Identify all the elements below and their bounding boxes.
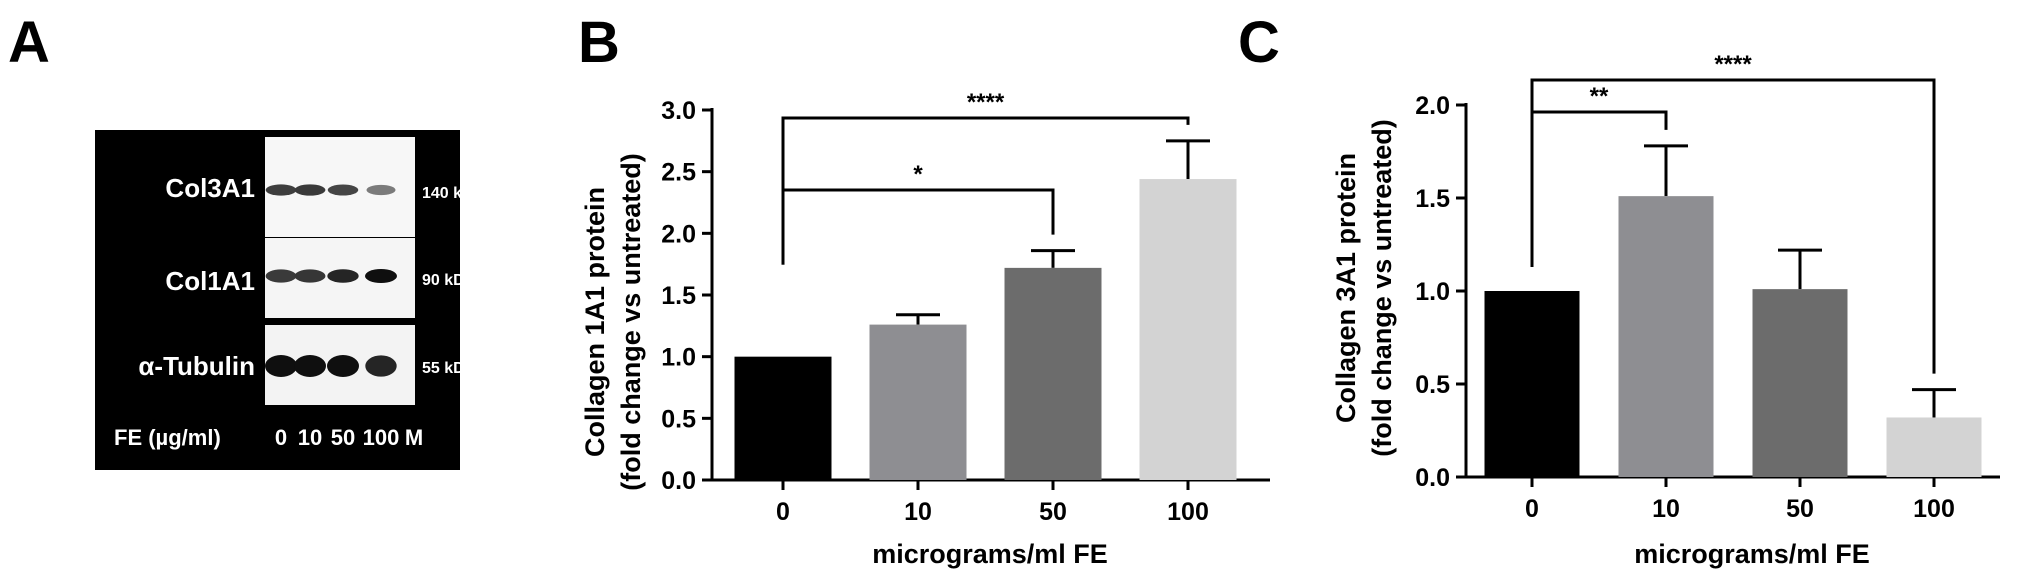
significance-bracket — [1530, 78, 1936, 374]
blot-band — [294, 184, 326, 196]
y-tick-label: 1.5 — [1415, 185, 1450, 213]
lane-label-10: 10 — [298, 425, 322, 450]
y-tick-label: 0.0 — [661, 467, 696, 495]
significance-label: **** — [967, 89, 1005, 116]
x-tick-label: 50 — [1039, 498, 1067, 526]
chart-b-ylabel-line2: (fold change vs untreated) — [616, 153, 646, 491]
blot-label-col1a1: Col1A1 — [165, 266, 255, 296]
x-tick-label: 10 — [904, 498, 932, 526]
bar-50 — [1004, 267, 1102, 480]
kda-label-tubulin: 55 kDa — [422, 360, 474, 377]
chart-c-xlabel: micrograms/ml FE — [1634, 539, 1870, 569]
chart-collagen-3a1: Collagen 3A1 protein (fold change vs unt… — [1331, 51, 2000, 569]
blot-band — [366, 184, 396, 196]
chart-b-xlabel: micrograms/ml FE — [872, 539, 1108, 569]
bar-0 — [734, 356, 832, 480]
chart-b-ylabel-line1: Collagen 1A1 protein — [580, 187, 610, 457]
significance-bracket — [781, 188, 1055, 265]
lane-label-0: 0 — [275, 425, 287, 450]
x-tick-label: 100 — [1167, 498, 1209, 526]
blot-band — [327, 184, 359, 196]
blot-label-tubulin: α-Tubulin — [138, 351, 255, 381]
fe-concentration-label: FE (µg/ml) — [114, 425, 221, 450]
x-tick-label: 0 — [1525, 495, 1539, 523]
blot-label-col3a1: Col3A1 — [165, 173, 255, 203]
chart-c-ylabel-line1: Collagen 3A1 protein — [1331, 153, 1361, 423]
blot-band — [265, 269, 297, 283]
blot-band — [365, 355, 397, 377]
x-tick-label: 0 — [776, 498, 790, 526]
lane-label-m: M — [405, 425, 423, 450]
blot-band — [294, 355, 326, 377]
bar-0 — [1484, 291, 1580, 477]
panel-letter-b: B — [578, 10, 620, 75]
y-tick-label: 2.0 — [661, 220, 696, 248]
y-tick-label: 1.0 — [661, 344, 696, 372]
y-tick-label: 3.0 — [661, 97, 696, 125]
panel-letter-a: A — [8, 10, 50, 75]
blot-band — [365, 269, 397, 283]
kda-label-col1a1: 90 kDa — [422, 272, 474, 289]
x-tick-label: 100 — [1913, 495, 1955, 523]
blot-band — [265, 184, 297, 196]
significance-label: ** — [1590, 83, 1609, 110]
bar-50 — [1752, 289, 1848, 477]
x-tick-label: 10 — [1652, 495, 1680, 523]
y-tick-label: 1.0 — [1415, 278, 1450, 306]
panel-letter-c: C — [1238, 10, 1280, 75]
significance-label: * — [913, 161, 923, 188]
bar-10 — [869, 324, 967, 480]
y-tick-label: 2.0 — [1415, 92, 1450, 120]
chart-collagen-1a1: Collagen 1A1 protein (fold change vs unt… — [580, 89, 1270, 569]
kda-label-col3a1: 140 kDa — [422, 185, 483, 202]
blot-band — [327, 355, 359, 377]
significance-bracket — [781, 116, 1190, 265]
western-blot-panel: Col3A1 Col1A1 α-Tubulin 140 kDa 90 kDa 5… — [95, 130, 483, 470]
y-tick-label: 1.5 — [661, 282, 696, 310]
lane-label-50: 50 — [331, 425, 355, 450]
lane-label-100: 100 — [363, 425, 400, 450]
bar-100 — [1886, 417, 1982, 477]
bar-100 — [1139, 179, 1237, 481]
chart-c-ylabel-line2: (fold change vs untreated) — [1367, 119, 1397, 457]
bar-10 — [1618, 196, 1714, 477]
y-tick-label: 0.0 — [1415, 464, 1450, 492]
significance-label: **** — [1714, 51, 1752, 78]
blot-band — [265, 355, 297, 377]
blot-bands — [265, 184, 397, 377]
y-tick-label: 2.5 — [661, 159, 696, 187]
y-tick-label: 0.5 — [661, 405, 696, 433]
blot-band — [294, 269, 326, 283]
blot-band — [327, 269, 359, 283]
x-tick-label: 50 — [1786, 495, 1814, 523]
y-tick-label: 0.5 — [1415, 371, 1450, 399]
